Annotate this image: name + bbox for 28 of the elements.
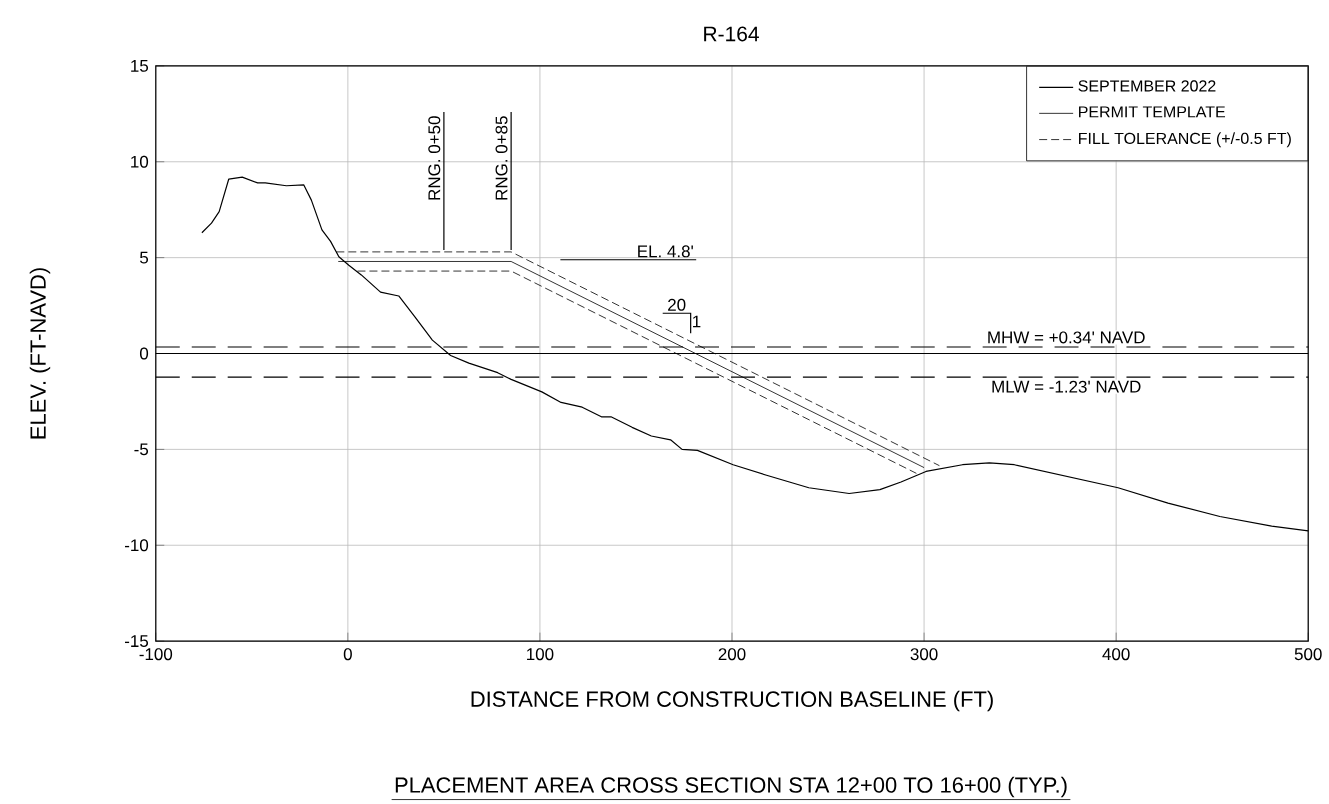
annotation: EL. 4.8'	[638, 245, 693, 258]
x-axis-title: DISTANCE FROM CONSTRUCTION BASELINE (FT)	[471, 690, 993, 712]
x-tick-label: 200	[718, 648, 746, 661]
chart-title: R-164	[704, 26, 759, 42]
y-axis-title: ELEV. (FT-NAVD)	[29, 268, 51, 439]
y-tick-label: 10	[131, 155, 149, 168]
y-tick-label: -15	[124, 635, 149, 648]
x-tick-label: 400	[1102, 648, 1130, 661]
x-tick-label: 100	[527, 648, 554, 661]
x-tick-label: -100	[139, 648, 173, 661]
text: PLACEMENT AREA CROSS SECTION STA 12+00 TO 16+00 (TYP.)	[395, 776, 1067, 798]
y-tick-label: -5	[134, 443, 149, 456]
y-tick-label: 15	[131, 60, 149, 72]
ref-line-label: MHW = +0.34' NAVD	[988, 331, 1145, 344]
legend-label: FILL TOLERANCE (+/-0.5 FT)	[1079, 132, 1291, 148]
y-tick-label: 5	[140, 251, 149, 264]
annotation: 1	[693, 315, 701, 328]
legend-label: PERMIT TEMPLATE	[1079, 106, 1226, 118]
ref-line-label: RNG. 0+50	[428, 116, 441, 200]
annotation: 20	[668, 298, 686, 311]
ref-line-label: RNG. 0+85	[495, 116, 508, 200]
ref-line-label: MLW = -1.23' NAVD	[992, 380, 1141, 393]
legend-label: SEPTEMBER 2022	[1078, 80, 1216, 92]
y-tick-label: -10	[124, 539, 149, 552]
x-tick-label: 300	[910, 648, 938, 661]
x-tick-label: 500	[1294, 648, 1322, 661]
x-tick-label: 0	[343, 648, 352, 661]
y-tick-label: 0	[139, 347, 149, 360]
